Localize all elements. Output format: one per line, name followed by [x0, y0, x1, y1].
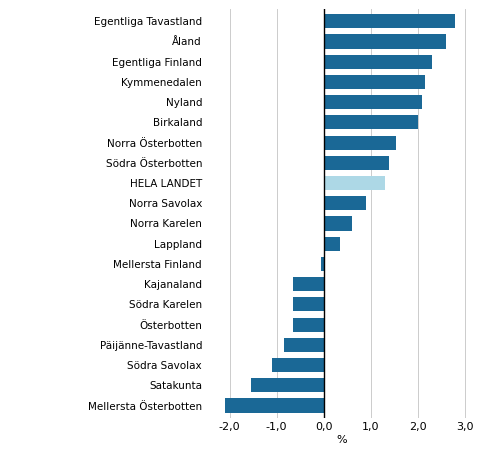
Bar [293, 297, 324, 311]
Bar [324, 196, 366, 210]
Bar [324, 135, 396, 150]
Bar [225, 399, 324, 413]
Bar [324, 75, 425, 89]
Bar [272, 358, 324, 372]
Bar [324, 14, 455, 28]
Bar [324, 115, 417, 129]
Bar [324, 95, 422, 109]
Bar [324, 176, 384, 190]
Bar [324, 54, 432, 69]
Bar [324, 217, 352, 231]
Bar [324, 156, 389, 170]
Bar [324, 237, 340, 251]
Bar [324, 35, 446, 49]
Bar [284, 338, 324, 352]
Bar [321, 257, 324, 271]
Bar [293, 317, 324, 332]
Bar [251, 378, 324, 392]
Bar [293, 277, 324, 291]
X-axis label: %: % [336, 434, 347, 444]
